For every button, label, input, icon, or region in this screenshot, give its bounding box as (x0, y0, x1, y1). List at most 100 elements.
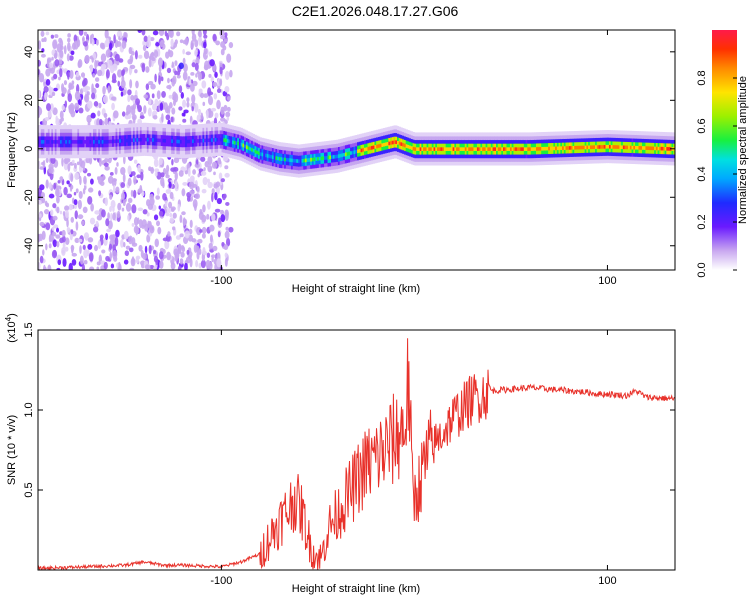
heatmap-cell (124, 127, 127, 132)
heatmap-cell (367, 150, 370, 155)
heatmap-cell (54, 154, 57, 159)
heatmap-cell (586, 134, 589, 139)
heatmap-cell (384, 142, 388, 147)
heatmap-cell (53, 125, 56, 130)
heatmap-cell (527, 132, 530, 137)
heatmap-cell (421, 150, 424, 155)
heatmap-cell (372, 137, 375, 142)
heatmap-cell (544, 157, 547, 162)
heatmap-cell (219, 137, 223, 142)
spectrogram-y-tick-label: 40 (23, 46, 35, 58)
heatmap-cell (511, 157, 514, 162)
heatmap-cell (483, 136, 487, 141)
heatmap-cell (287, 165, 290, 170)
heatmap-cell (607, 140, 610, 145)
heatmap-cell (478, 136, 481, 141)
heatmap-cell (44, 92, 47, 101)
heatmap-cell (662, 157, 666, 162)
snr-series (38, 338, 675, 570)
heatmap-cell (110, 128, 113, 133)
heatmap-cell (325, 166, 328, 171)
heatmap-cell (136, 144, 139, 149)
heatmap-cell (643, 142, 646, 147)
heatmap-cell (614, 137, 617, 142)
heatmap-cell (40, 53, 46, 58)
heatmap-cell (174, 146, 177, 151)
heatmap-cell (56, 132, 59, 137)
heatmap-cell (652, 153, 655, 158)
heatmap-cell (73, 132, 77, 137)
heatmap-cell (225, 138, 228, 143)
heatmap-cell (176, 146, 179, 151)
heatmap-cell (421, 154, 424, 159)
heatmap-cell (207, 91, 214, 96)
heatmap-cell (192, 131, 195, 136)
heatmap-cell (322, 145, 325, 150)
heatmap-cell (70, 216, 75, 223)
heatmap-cell (162, 134, 165, 139)
heatmap-cell (233, 136, 236, 141)
heatmap-cell (438, 154, 441, 159)
heatmap-cell (518, 157, 521, 162)
heatmap-cell (270, 143, 273, 148)
heatmap-cell (43, 266, 47, 270)
heatmap-cell (137, 207, 144, 212)
heatmap-cell (131, 134, 134, 139)
heatmap-cell (124, 134, 127, 139)
heatmap-cell (98, 157, 102, 167)
heatmap-cell (490, 139, 494, 144)
heatmap-cell (372, 134, 375, 139)
heatmap-cell (196, 250, 200, 260)
heatmap-cell (582, 138, 586, 143)
heatmap-cell (377, 140, 381, 145)
heatmap-cell (77, 150, 80, 155)
heatmap-cell (297, 144, 301, 149)
heatmap-cell (221, 133, 224, 138)
heatmap-cell (145, 141, 148, 146)
heatmap-cell (299, 151, 302, 156)
heatmap-cell (318, 156, 322, 161)
heatmap-cell (195, 146, 198, 151)
heatmap-cell (53, 224, 59, 229)
heatmap-cell (449, 157, 452, 162)
heatmap-cell (304, 169, 308, 174)
heatmap-cell (72, 132, 75, 137)
heatmap-cell (652, 138, 655, 143)
heatmap-cell (186, 153, 190, 158)
heatmap-cell (638, 160, 641, 165)
heatmap-cell (471, 154, 474, 159)
heatmap-cell (518, 154, 521, 159)
heatmap-cell (251, 144, 254, 149)
heatmap-cell (496, 136, 499, 141)
heatmap-cell (391, 133, 395, 138)
heatmap-cell (622, 145, 626, 150)
heatmap-cell (520, 139, 523, 144)
heatmap-cell (190, 142, 193, 147)
heatmap-cell (112, 178, 117, 182)
heatmap-cell (626, 137, 629, 142)
heatmap-cell (108, 143, 111, 148)
heatmap-cell (513, 161, 516, 166)
heatmap-cell (205, 130, 209, 135)
heatmap-cell (603, 133, 606, 138)
heatmap-cell (403, 139, 407, 144)
heatmap-cell (273, 155, 276, 160)
heatmap-cell (391, 140, 395, 145)
heatmap-cell (318, 141, 322, 146)
heatmap-cell (63, 150, 66, 155)
heatmap-cell (629, 134, 633, 139)
heatmap-cell (410, 131, 414, 136)
heatmap-cell (433, 143, 436, 148)
heatmap-cell (159, 138, 162, 143)
heatmap-cell (110, 153, 113, 158)
heatmap-cell (57, 179, 61, 184)
heatmap-cell (284, 142, 287, 147)
heatmap-cell (141, 141, 144, 146)
heatmap-cell (143, 94, 149, 99)
heatmap-cell (553, 131, 556, 136)
heatmap-cell (263, 160, 266, 165)
spectrogram-y-tick-label: 20 (23, 94, 35, 106)
heatmap-cell (575, 152, 579, 157)
heatmap-cell (520, 154, 523, 159)
heatmap-cell (400, 149, 403, 154)
